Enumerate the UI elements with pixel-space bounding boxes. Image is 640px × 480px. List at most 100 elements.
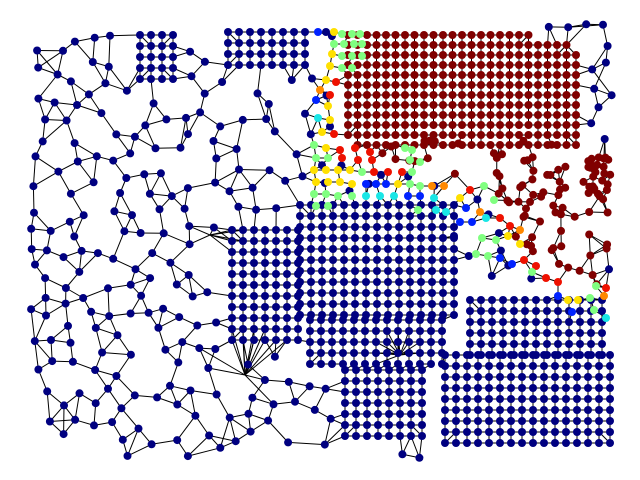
graph-node [532, 329, 540, 337]
graph-node [515, 131, 523, 139]
graph-node [410, 71, 419, 79]
graph-edge [208, 435, 236, 442]
graph-node [225, 413, 234, 422]
graph-node [394, 349, 402, 357]
graph-edge [33, 171, 59, 187]
node-layer [27, 20, 616, 462]
graph-node [228, 281, 236, 289]
graph-node [353, 91, 362, 99]
graph-node [34, 365, 43, 374]
graph-node [166, 258, 175, 267]
graph-node [584, 395, 592, 403]
graph-node [322, 76, 330, 84]
graph-node [573, 417, 581, 425]
graph-node [350, 40, 358, 48]
graph-node [261, 237, 269, 245]
graph-node [467, 111, 476, 119]
graph-node [450, 311, 458, 319]
graph-node [529, 439, 537, 447]
graph-node [131, 265, 140, 274]
graph-node [406, 300, 414, 308]
graph-node [524, 91, 533, 99]
graph-node [113, 331, 122, 340]
graph-node [401, 41, 409, 49]
graph-node [606, 373, 614, 381]
graph-node [439, 121, 447, 129]
graph-node [361, 327, 369, 335]
graph-edge [209, 234, 233, 253]
graph-node [595, 439, 603, 447]
graph-node [543, 296, 551, 304]
graph-node [589, 185, 598, 194]
graph-node [363, 131, 371, 139]
graph-node [515, 101, 523, 109]
graph-node [438, 316, 446, 324]
graph-node [296, 245, 304, 253]
graph-node [104, 62, 113, 71]
graph-node [307, 245, 315, 253]
graph-node [290, 61, 298, 69]
graph-node [515, 41, 523, 49]
graph-node [603, 42, 612, 50]
graph-node [351, 256, 359, 264]
graph-node [518, 181, 527, 190]
graph-node [340, 289, 348, 297]
graph-node [334, 192, 342, 200]
graph-node [606, 362, 614, 370]
graph-node [269, 400, 278, 409]
graph-node [272, 226, 280, 234]
graph-node [351, 201, 359, 209]
graph-node [362, 278, 370, 286]
graph-node [374, 377, 382, 385]
graph-node [169, 42, 177, 50]
graph-node [147, 53, 155, 61]
graph-node [562, 362, 570, 370]
graph-node [158, 64, 166, 72]
graph-node [147, 75, 155, 83]
graph-node [505, 141, 514, 149]
graph-node [310, 405, 319, 414]
graph-edge [36, 50, 58, 75]
graph-node [602, 314, 610, 322]
graph-node [372, 338, 380, 346]
graph-node [439, 141, 447, 149]
graph-node [358, 168, 366, 176]
graph-node [496, 71, 504, 79]
graph-node [420, 131, 428, 139]
graph-node [317, 327, 325, 335]
graph-node [373, 267, 381, 275]
graph-node [519, 212, 528, 221]
graph-node [341, 366, 349, 374]
graph-edge [70, 81, 78, 106]
graph-node [196, 108, 205, 117]
graph-node [588, 65, 597, 74]
graph-node [425, 136, 434, 145]
graph-node [73, 101, 81, 109]
graph-node [145, 189, 154, 198]
graph-node [505, 61, 514, 69]
graph-node [169, 31, 177, 39]
graph-node [452, 384, 460, 392]
graph-node [448, 81, 457, 89]
graph-node [554, 340, 562, 348]
graph-node [485, 428, 493, 436]
graph-node [463, 417, 471, 425]
graph-node [344, 121, 352, 129]
graph-node [438, 338, 446, 346]
graph-node [363, 91, 371, 99]
graph-edge [70, 193, 85, 216]
graph-node [416, 327, 424, 335]
graph-node [518, 439, 526, 447]
graph-node [478, 234, 486, 242]
graph-node [507, 373, 515, 381]
graph-node [551, 406, 559, 414]
graph-node [549, 201, 558, 210]
graph-node [587, 318, 595, 326]
graph-node [586, 294, 594, 302]
graph-node [510, 329, 518, 337]
graph-node [428, 245, 436, 253]
graph-node [329, 223, 337, 231]
graph-node [463, 362, 471, 370]
graph-node [458, 51, 466, 59]
graph-node [477, 111, 485, 119]
